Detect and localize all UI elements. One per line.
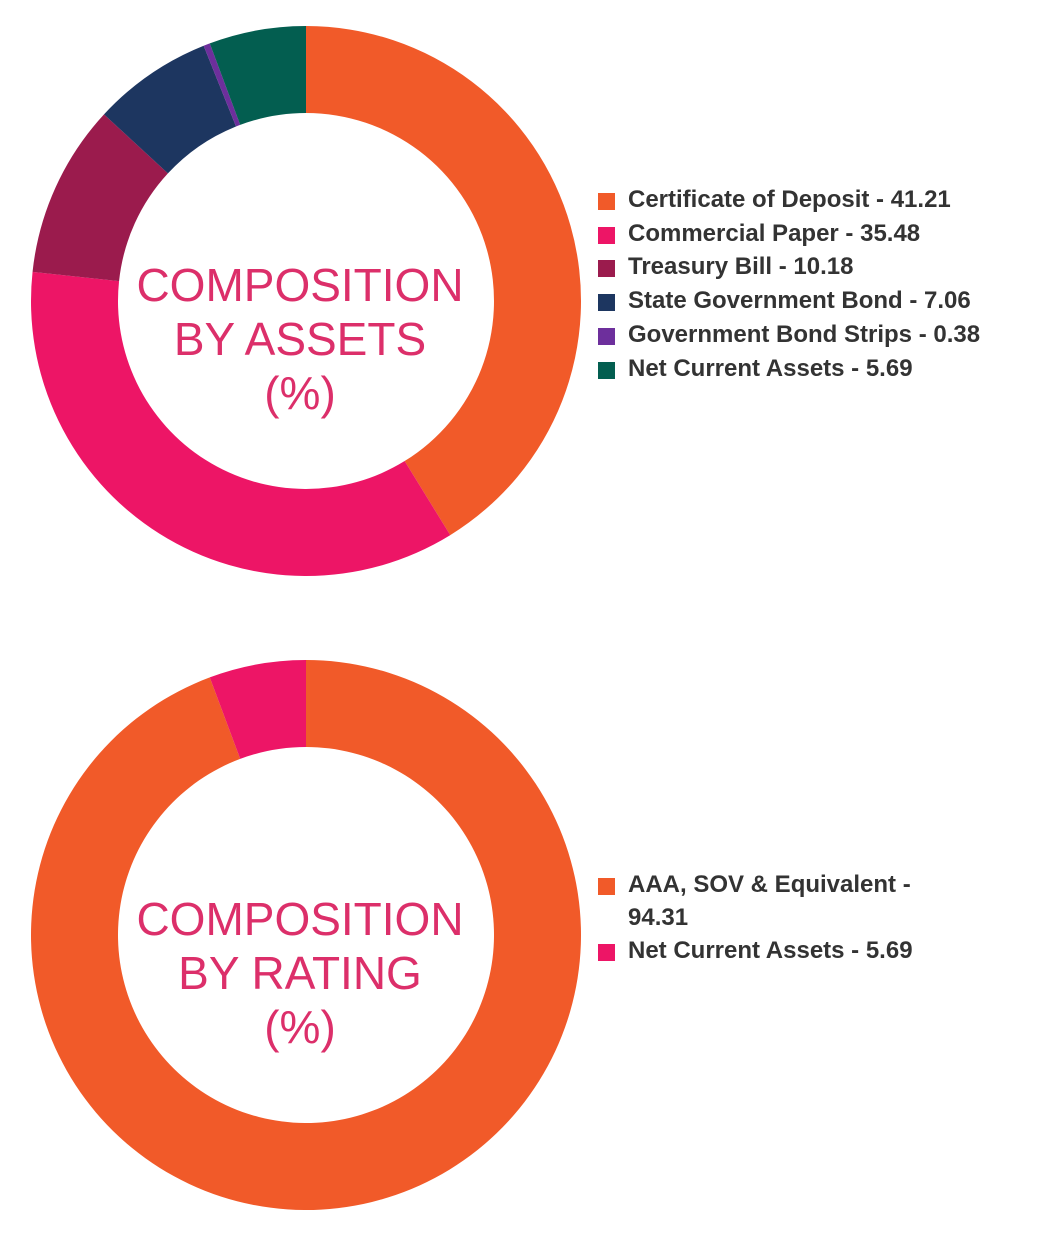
legend-label: AAA, SOV & Equivalent - 94.31 [628,871,911,931]
slice-government-bond-strips [203,43,241,127]
legend-label: State Government Bond - 7.06 [628,287,971,315]
legend-swatch [598,193,615,210]
slice-certificate-of-deposit [306,26,582,536]
slice-net-current-assets [209,660,306,759]
legend-swatch [598,327,615,345]
rating-title-line-3: (%) [264,1001,336,1053]
legend-label: Government Bond Strips - 0.38 [628,320,981,348]
legend-label: Net Current Assets - 5.69 [628,354,913,382]
slice-net-current-assets [209,26,306,125]
legend-swatch [598,361,615,379]
legend-label: Treasury Bill - 10.18 [628,253,854,281]
legend-item-certificate-of-deposit: Certificate of Deposit - 41.21 [598,183,1038,217]
slice-commercial-paper [31,271,451,576]
rating-title-line-1: COMPOSITION [136,893,464,945]
legend-item-aaa-sov-equivalent: AAA, SOV & Equivalent - 94.31 [598,868,958,934]
slice-state-government-bond [104,45,237,174]
legend-item-state-government-bond: State Government Bond - 7.06 [598,284,1038,318]
assets-donut-chart [31,26,582,576]
legend-label: Certificate of Deposit - 41.21 [628,186,951,213]
legend-item-net-current-assets: Net Current Assets - 5.69 [598,934,1038,967]
legend-label: Commercial Paper - 35.48 [628,219,921,247]
legend-swatch [598,944,615,961]
rating-center-title: COMPOSITION BY RATING (%) [100,892,500,1054]
assets-center-title: COMPOSITION BY ASSETS (%) [100,258,500,420]
assets-legend: Certificate of Deposit - 41.21 Commercia… [598,183,1038,385]
legend-swatch [598,878,615,895]
rating-donut-chart [30,660,581,1210]
legend-label: Net Current Assets - 5.69 [628,937,913,964]
legend-item-net-current-assets: Net Current Assets - 5.69 [598,352,1038,386]
assets-title-line-1: COMPOSITION [136,259,464,311]
slice-aaa-sov-equivalent [30,660,581,1210]
rating-legend: AAA, SOV & Equivalent - 94.31 Net Curren… [598,868,1038,967]
legend-item-commercial-paper: Commercial Paper - 35.48 [598,217,1038,251]
legend-swatch [598,226,615,244]
legend-item-treasury-bill: Treasury Bill - 10.18 [598,250,1038,284]
composition-by-assets-chart: COMPOSITION BY ASSETS (%) Certificate of… [0,0,1049,600]
legend-item-government-bond-strips: Government Bond Strips - 0.38 [598,318,1038,352]
assets-title-line-2: BY ASSETS [173,313,427,365]
legend-swatch [598,294,615,312]
legend-swatch [598,260,615,278]
assets-title-line-3: (%) [264,367,336,419]
slice-treasury-bill [32,114,168,282]
composition-by-rating-chart: COMPOSITION BY RATING (%) AAA, SOV & Equ… [0,620,1049,1238]
rating-title-line-2: BY RATING [178,947,422,999]
